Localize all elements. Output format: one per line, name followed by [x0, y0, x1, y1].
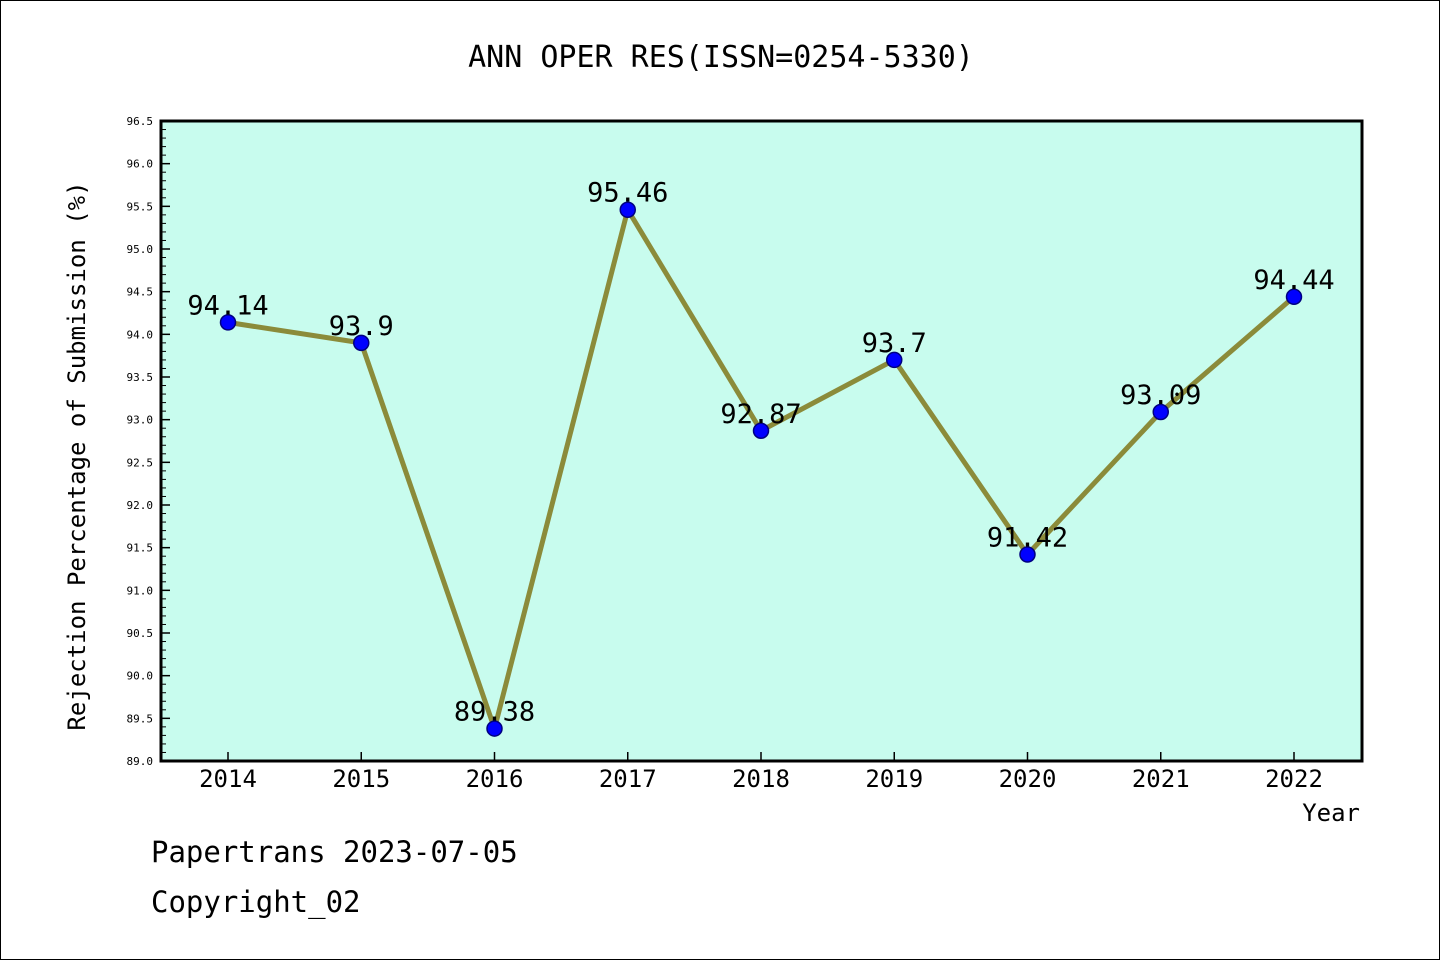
x-axis: 2014 2015 2016 2017 2018 2019 2020 2021 2022	[199, 752, 1323, 793]
data-point	[619, 201, 636, 218]
data-label: 93.7	[862, 328, 927, 359]
x-tick-label: 2019	[865, 765, 923, 793]
x-tick-label: 2016	[466, 765, 524, 793]
y-tick-label: 93.5	[127, 371, 154, 384]
x-axis-label: Year	[1302, 799, 1360, 827]
footer-date-line: Papertrans 2023-07-05	[151, 835, 518, 869]
y-tick-label: 95.5	[127, 200, 154, 213]
y-tick-label: 92.5	[127, 456, 154, 469]
x-tick-label: 2014	[199, 765, 257, 793]
x-tick-label: 2015	[332, 765, 390, 793]
y-tick-label: 90.5	[127, 627, 154, 640]
data-label: 93.9	[329, 311, 394, 342]
y-tick-label: 91.0	[127, 584, 154, 597]
data-point	[1152, 403, 1169, 421]
markers-group	[219, 201, 1303, 737]
chart-title: ANN OPER RES(ISSN=0254-5330)	[468, 40, 974, 75]
y-tick-label: 89.0	[127, 755, 154, 768]
y-tick-label: 96.5	[127, 115, 154, 128]
data-labels-group: 94.14 93.9 89.38 95.46 92.87 93.7 91.42 93.09 94…	[187, 178, 1334, 728]
x-tick-label: 2018	[732, 765, 790, 793]
y-tick-label: 96.0	[127, 158, 154, 171]
y-tick-label: 90.0	[127, 670, 154, 683]
footer-copyright-line: Copyright_02	[151, 885, 361, 919]
data-label: 89.38	[454, 697, 535, 728]
data-label: 93.09	[1120, 380, 1201, 411]
plot-border	[159, 119, 1364, 763]
y-tick-label: 89.5	[127, 712, 154, 725]
data-label: 94.44	[1253, 265, 1334, 296]
data-point	[1019, 546, 1036, 563]
data-point	[219, 314, 237, 331]
data-point	[486, 720, 503, 737]
data-point	[886, 351, 903, 369]
y-tick-label: 91.5	[127, 542, 154, 555]
data-label: 92.87	[720, 399, 801, 430]
y-tick-label: 93.0	[127, 414, 154, 427]
x-tick-label: 2022	[1265, 765, 1323, 793]
y-tick-label: 94.0	[127, 328, 154, 341]
y-tick-label: 94.5	[127, 286, 154, 299]
data-label: 95.46	[587, 178, 668, 209]
x-tick-label: 2020	[999, 765, 1057, 793]
plot-area	[161, 121, 1362, 761]
data-label: 91.42	[987, 522, 1068, 553]
x-tick-label: 2021	[1132, 765, 1190, 793]
data-point	[752, 422, 770, 440]
data-point	[1285, 288, 1303, 306]
x-tick-label: 2017	[599, 765, 657, 793]
y-axis-label: Rejection Percentage of Submission (%)	[63, 181, 91, 730]
data-label: 94.14	[187, 290, 268, 321]
data-point	[353, 334, 370, 352]
y-tick-label: 95.0	[127, 243, 154, 256]
y-tick-label: 92.0	[127, 499, 154, 512]
